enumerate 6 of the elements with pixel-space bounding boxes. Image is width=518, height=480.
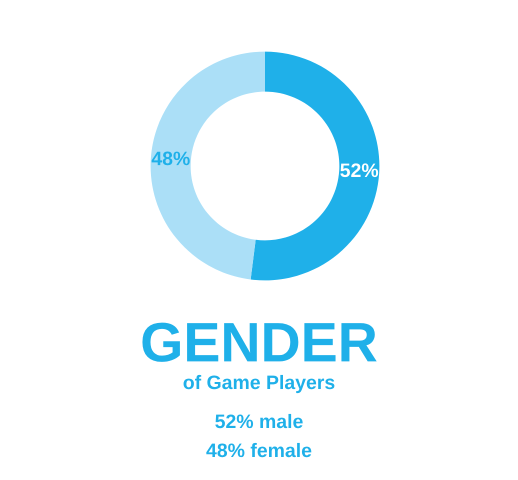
text: GENDER xyxy=(142,322,377,362)
data-label: 48% xyxy=(152,152,190,166)
text: 48% female xyxy=(206,442,312,458)
text: 52% male xyxy=(215,414,303,428)
text: of Game Players xyxy=(184,374,334,394)
data-label: 52% xyxy=(340,163,378,178)
